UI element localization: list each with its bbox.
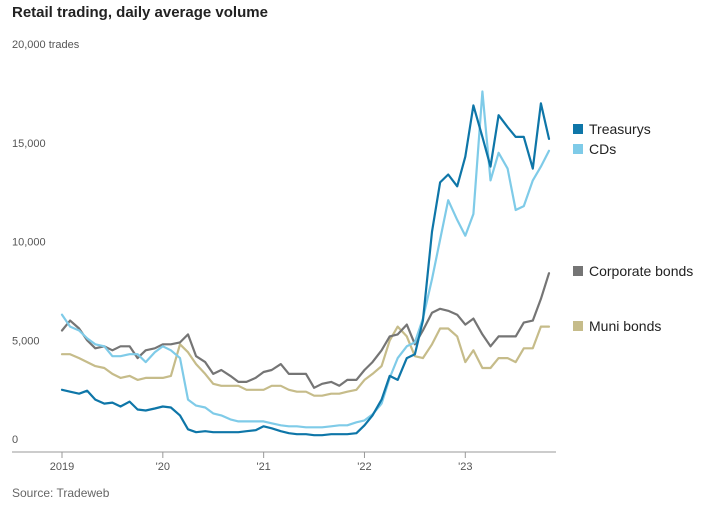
x-axis-ticks: 2019 '20 '21 '22 '23 <box>50 452 472 473</box>
legend-swatch-treasurys <box>573 124 583 134</box>
series-line-corporate-bonds <box>60 272 551 389</box>
legend-swatch-cds <box>573 144 583 154</box>
series-lines <box>60 90 551 437</box>
legend-label-treasurys: Treasurys <box>589 121 651 137</box>
y-tick-label: 20,000 trades <box>12 39 80 51</box>
y-tick-label: 10,000 <box>12 237 46 249</box>
x-tick-label: '22 <box>357 461 371 473</box>
legend-label-cds: CDs <box>589 141 616 157</box>
y-tick-label: 15,000 <box>12 138 46 150</box>
x-tick-label: '20 <box>156 461 170 473</box>
legend-swatch-muni-bonds <box>573 321 583 331</box>
x-tick-label: '23 <box>458 461 472 473</box>
series-line-cds <box>60 90 551 429</box>
x-tick-label: '21 <box>256 461 270 473</box>
legend-label-corporate-bonds: Corporate bonds <box>589 263 693 279</box>
legend-label-muni-bonds: Muni bonds <box>589 318 661 334</box>
y-tick-label: 5,000 <box>12 335 40 347</box>
legend-swatch-corporate-bonds <box>573 266 583 276</box>
series-line-treasurys <box>60 102 551 437</box>
series-line-muni-bonds <box>60 325 551 397</box>
y-tick-label: 0 <box>12 434 18 446</box>
chart-title: Retail trading, daily average volume <box>12 4 268 21</box>
y-axis-ticks: 0 5,000 10,000 15,000 20,000 trades <box>12 39 80 446</box>
x-tick-label: 2019 <box>50 461 74 473</box>
legend: Treasurys CDs Corporate bonds Muni bonds <box>573 121 693 334</box>
source-note: Source: Tradeweb <box>12 486 110 500</box>
